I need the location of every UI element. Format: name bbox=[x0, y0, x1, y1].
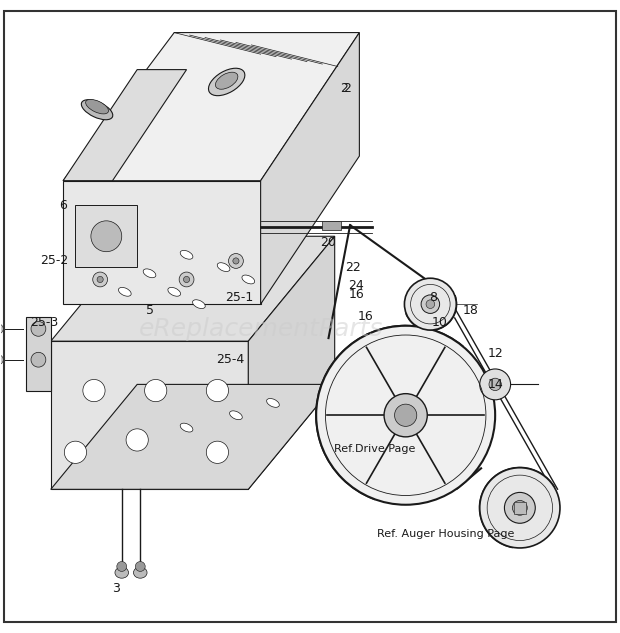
Text: 20: 20 bbox=[321, 236, 337, 249]
Ellipse shape bbox=[216, 72, 238, 89]
Ellipse shape bbox=[217, 263, 230, 272]
Text: 25-1: 25-1 bbox=[225, 291, 253, 304]
Circle shape bbox=[0, 324, 3, 334]
Ellipse shape bbox=[180, 423, 193, 432]
Text: 2: 2 bbox=[340, 82, 348, 94]
Bar bbox=[322, 221, 341, 230]
Circle shape bbox=[233, 258, 239, 264]
Text: 10: 10 bbox=[432, 316, 448, 329]
Polygon shape bbox=[63, 32, 360, 180]
Polygon shape bbox=[51, 341, 248, 489]
Text: 22: 22 bbox=[345, 261, 361, 273]
Text: 24: 24 bbox=[348, 279, 364, 292]
Text: Ref. Auger Housing Page: Ref. Auger Housing Page bbox=[377, 529, 515, 539]
Text: 18: 18 bbox=[463, 304, 479, 317]
Circle shape bbox=[404, 279, 456, 330]
Ellipse shape bbox=[86, 99, 108, 114]
Ellipse shape bbox=[168, 287, 180, 296]
Circle shape bbox=[489, 379, 502, 391]
Ellipse shape bbox=[267, 399, 280, 407]
Ellipse shape bbox=[143, 269, 156, 278]
Ellipse shape bbox=[208, 68, 245, 96]
Circle shape bbox=[64, 441, 87, 463]
Ellipse shape bbox=[81, 100, 113, 120]
Text: 25-4: 25-4 bbox=[216, 353, 244, 367]
Polygon shape bbox=[51, 384, 335, 489]
Bar bbox=[514, 502, 526, 514]
Circle shape bbox=[316, 326, 495, 505]
Circle shape bbox=[384, 394, 427, 437]
Polygon shape bbox=[260, 32, 360, 304]
Bar bbox=[76, 205, 137, 267]
Polygon shape bbox=[63, 180, 260, 304]
Circle shape bbox=[91, 221, 122, 252]
Circle shape bbox=[394, 404, 417, 427]
Text: 25-2: 25-2 bbox=[40, 254, 68, 268]
Circle shape bbox=[117, 561, 126, 572]
Text: 3: 3 bbox=[112, 582, 120, 594]
Circle shape bbox=[206, 379, 229, 402]
Text: 6: 6 bbox=[59, 199, 67, 212]
Ellipse shape bbox=[133, 567, 147, 578]
Polygon shape bbox=[63, 70, 187, 180]
Text: 25-3: 25-3 bbox=[30, 316, 59, 329]
Polygon shape bbox=[51, 236, 335, 341]
Circle shape bbox=[421, 295, 440, 313]
Circle shape bbox=[426, 300, 435, 308]
Polygon shape bbox=[248, 236, 335, 489]
Circle shape bbox=[135, 561, 145, 572]
Circle shape bbox=[206, 441, 229, 463]
Circle shape bbox=[480, 468, 560, 548]
Ellipse shape bbox=[106, 251, 119, 259]
Text: 16: 16 bbox=[348, 289, 364, 301]
Ellipse shape bbox=[193, 300, 205, 308]
Circle shape bbox=[144, 379, 167, 402]
Circle shape bbox=[31, 322, 46, 336]
Circle shape bbox=[179, 272, 194, 287]
Ellipse shape bbox=[229, 411, 242, 420]
Ellipse shape bbox=[115, 567, 128, 578]
Polygon shape bbox=[26, 316, 51, 391]
Circle shape bbox=[97, 277, 104, 282]
Circle shape bbox=[513, 501, 527, 515]
Text: 14: 14 bbox=[487, 378, 503, 391]
Text: Ref.Drive Page: Ref.Drive Page bbox=[334, 444, 415, 454]
Circle shape bbox=[83, 379, 105, 402]
Circle shape bbox=[126, 429, 148, 451]
Circle shape bbox=[93, 272, 107, 287]
Ellipse shape bbox=[242, 275, 255, 284]
Text: 8: 8 bbox=[430, 291, 438, 304]
Text: 16: 16 bbox=[358, 310, 373, 323]
Text: eReplacementParts: eReplacementParts bbox=[138, 317, 383, 341]
Ellipse shape bbox=[118, 287, 131, 296]
Circle shape bbox=[229, 254, 243, 268]
Circle shape bbox=[480, 369, 511, 400]
Text: 5: 5 bbox=[146, 304, 154, 317]
Ellipse shape bbox=[180, 251, 193, 259]
Circle shape bbox=[505, 492, 535, 523]
Circle shape bbox=[184, 277, 190, 282]
Text: 12: 12 bbox=[487, 347, 503, 360]
Text: 2: 2 bbox=[343, 82, 351, 94]
Circle shape bbox=[0, 354, 3, 365]
Circle shape bbox=[31, 353, 46, 367]
